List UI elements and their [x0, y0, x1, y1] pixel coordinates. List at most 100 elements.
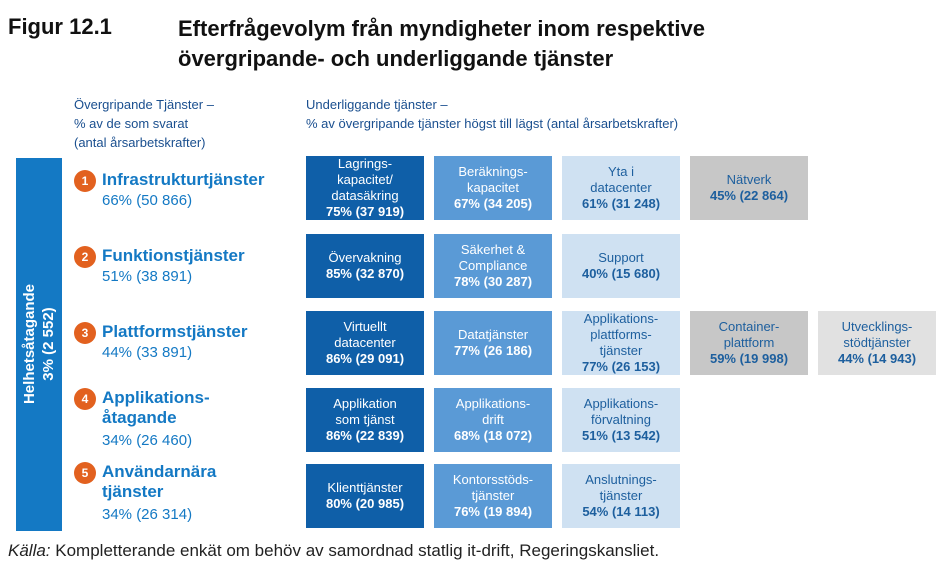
overall-commitment-value: 3% (2 552): [40, 307, 57, 381]
service-name-line: Övervakning: [328, 250, 402, 265]
underlying-service-box: Virtuellt datacenter 86% (29 091): [306, 311, 424, 375]
overall-header-line1: Övergripande Tjänster –: [74, 97, 214, 112]
overall-service-name: Infrastrukturtjänster: [102, 170, 264, 190]
service-value: 75% (37 919): [325, 204, 405, 219]
service-name-line: Kontorsstöds-: [452, 472, 534, 487]
underlying-service-box: Support 40% (15 680): [562, 234, 680, 298]
service-name-line: Applikations-: [583, 396, 659, 411]
service-name-line: Säkerhet &: [460, 242, 526, 257]
service-name-line: Yta i: [607, 164, 634, 179]
service-name-line: kapacitet/: [337, 172, 393, 187]
overall-commitment-title: Helhetsåtagande: [21, 283, 38, 405]
service-name-line: Applikations-: [583, 311, 659, 326]
underlying-service-box: Lagrings-kapacitet/datasäkring 75% (37 91…: [306, 156, 424, 220]
figure-title-line1: Efterfrågevolym från myndigheter inom re…: [178, 16, 705, 41]
underlying-service-box: Datatjänster 77% (26 186): [434, 311, 552, 375]
service-value: 86% (29 091): [325, 351, 405, 366]
overall-services-header: Övergripande Tjänster – % av de som svar…: [74, 95, 214, 152]
underlying-service-box: Klienttjänster 80% (20 985): [306, 464, 424, 528]
service-value: 77% (26 186): [453, 343, 533, 358]
underlying-services-header: Underliggande tjänster – % av övergripan…: [306, 95, 678, 133]
service-name-line: stödtjänster: [843, 335, 911, 350]
service-value: 78% (30 287): [453, 274, 533, 289]
overall-service-name-line2: tjänster: [102, 482, 164, 501]
underlying-service-box: Applikation som tjänst 86% (22 839): [306, 388, 424, 452]
underlying-service-box: Applikations-förvaltning 51% (13 542): [562, 388, 680, 452]
service-value: 68% (18 072): [453, 428, 533, 443]
service-name-line: tjänster: [599, 343, 643, 358]
service-name-line: datasäkring: [331, 188, 399, 203]
service-name-line: Nätverk: [726, 172, 772, 187]
overall-service-name: Användarnära tjänster: [102, 462, 216, 502]
overall-commitment-label: Helhetsåtagande 3% (2 552): [20, 284, 58, 404]
service-value: 40% (15 680): [581, 266, 661, 281]
service-name-line: Applikations-: [455, 396, 531, 411]
underlying-service-box: Beräknings-kapacitet 67% (34 205): [434, 156, 552, 220]
overall-service-name-line1: Applikations-: [102, 388, 210, 407]
service-value: 77% (26 153): [581, 359, 661, 374]
service-value: 59% (19 998): [709, 351, 789, 366]
number-badge: 4: [74, 388, 96, 410]
underlying-header-line1: Underliggande tjänster –: [306, 97, 448, 112]
source-label: Källa:: [8, 541, 51, 560]
service-name-line: Compliance: [458, 258, 528, 273]
overall-service-value: 34% (26 314): [102, 506, 193, 523]
overall-service-name-line1: Plattformstjänster: [102, 322, 248, 341]
service-value: 51% (13 542): [581, 428, 661, 443]
service-name-line: förvaltning: [591, 412, 651, 427]
underlying-service-box: Övervakning 85% (32 870): [306, 234, 424, 298]
underlying-service-box: Kontorsstöds-tjänster 76% (19 894): [434, 464, 552, 528]
service-name-line: Applikation: [333, 396, 397, 411]
underlying-service-box: Anslutnings-tjänster 54% (14 113): [562, 464, 680, 528]
service-value: 61% (31 248): [581, 196, 661, 211]
underlying-service-box: Nätverk 45% (22 864): [690, 156, 808, 220]
service-value: 45% (22 864): [709, 188, 789, 203]
underlying-service-box: Applikations-plattforms-tjänster 77% (26 …: [562, 311, 680, 375]
service-value: 85% (32 870): [325, 266, 405, 281]
service-name-line: Beräknings-: [458, 164, 528, 179]
service-name-line: Datatjänster: [457, 327, 529, 342]
underlying-header-line2: % av övergripande tjänster högst till lä…: [306, 116, 679, 131]
service-name-line: Utvecklings-: [841, 319, 913, 334]
service-name-line: Anslutnings-: [585, 472, 657, 487]
number-badge: 3: [74, 322, 96, 344]
service-name-line: plattform: [723, 335, 775, 350]
underlying-service-box: Applikations-drift 68% (18 072): [434, 388, 552, 452]
service-value: 67% (34 205): [453, 196, 533, 211]
underlying-service-box: Säkerhet & Compliance 78% (30 287): [434, 234, 552, 298]
overall-service-value: 66% (50 866): [102, 192, 193, 209]
source-text: Kompletterande enkät om behöv av samordn…: [55, 541, 660, 560]
overall-service-value: 34% (26 460): [102, 432, 193, 449]
underlying-service-box: Utvecklings-stödtjänster 44% (14 943): [818, 311, 936, 375]
overall-service-name: Plattformstjänster: [102, 322, 247, 342]
overall-service-value: 44% (33 891): [102, 344, 193, 361]
service-name-line: Klienttjänster: [327, 480, 403, 495]
service-value: 44% (14 943): [837, 351, 917, 366]
service-value: 76% (19 894): [453, 504, 533, 519]
service-name-line: kapacitet: [466, 180, 520, 195]
service-value: 54% (14 113): [582, 504, 660, 519]
overall-service-name-line1: Användarnära: [102, 462, 217, 481]
overall-commitment-bar: [16, 158, 62, 531]
overall-service-name-line2: åtagande: [102, 408, 177, 427]
number-badge: 5: [74, 462, 96, 484]
service-value: 86% (22 839): [325, 428, 405, 443]
source-note: Källa: Kompletterande enkät om behöv av …: [8, 541, 659, 561]
overall-service-value: 51% (38 891): [102, 268, 193, 285]
service-name-line: tjänster: [599, 488, 643, 503]
service-name-line: plattforms-: [590, 327, 652, 342]
underlying-service-box: Yta i datacenter 61% (31 248): [562, 156, 680, 220]
service-name-line: tjänster: [471, 488, 515, 503]
overall-header-line3: (antal årsarbetskrafter): [74, 135, 206, 150]
service-name-line: Support: [598, 250, 644, 265]
underlying-service-box: Container-plattform 59% (19 998): [690, 311, 808, 375]
number-badge: 2: [74, 246, 96, 268]
service-name-line: datacenter: [590, 180, 652, 195]
service-name-line: drift: [482, 412, 504, 427]
service-name-line: Container-: [718, 319, 780, 334]
overall-service-name-line1: Funktionstjänster: [102, 246, 245, 265]
figure-title-line2: övergripande- och underliggande tjänster: [178, 46, 614, 71]
overall-header-line2: % av de som svarat: [74, 116, 189, 131]
figure-number: Figur 12.1: [8, 14, 112, 39]
overall-service-name: Funktionstjänster: [102, 246, 245, 266]
